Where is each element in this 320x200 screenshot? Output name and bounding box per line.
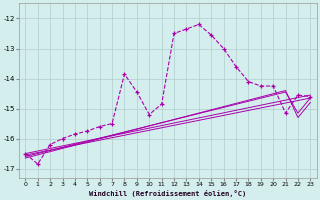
X-axis label: Windchill (Refroidissement éolien,°C): Windchill (Refroidissement éolien,°C) bbox=[89, 190, 246, 197]
